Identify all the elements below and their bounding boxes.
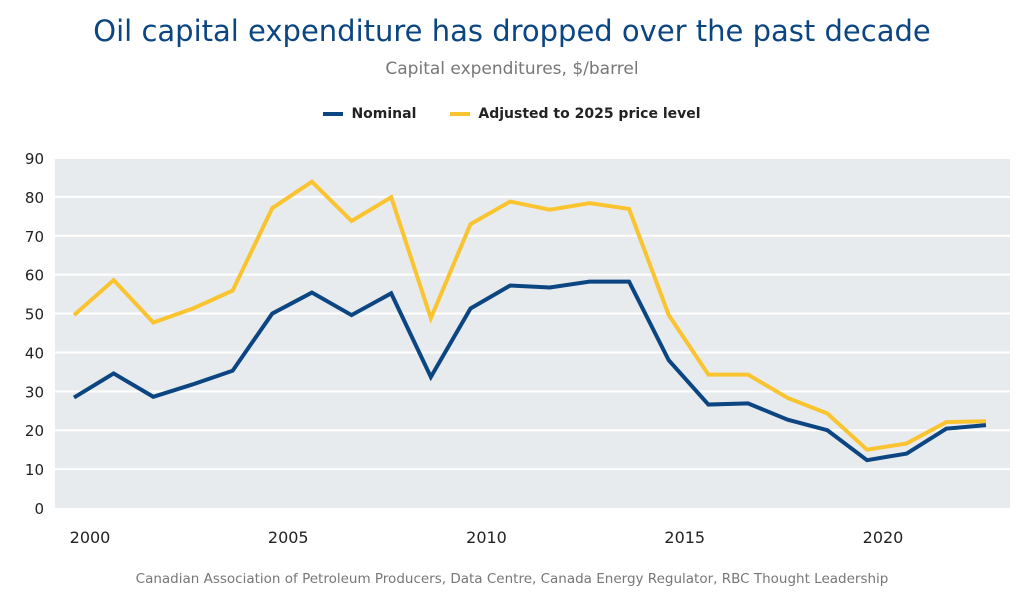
x-tick-label: 2005: [268, 528, 309, 547]
legend-swatch-nominal: [323, 112, 344, 116]
source-note: Canadian Association of Petroleum Produc…: [135, 571, 889, 587]
legend-swatch-adjusted: [450, 112, 471, 116]
plot-area: [55, 158, 1010, 508]
y-tick-label: 80: [25, 189, 44, 207]
y-tick-label: 90: [25, 150, 44, 168]
series-line-adjusted: [72, 179, 986, 452]
legend-item-nominal: Nominal: [323, 106, 416, 122]
chart-title: Oil capital expenditure has dropped over…: [93, 14, 931, 48]
legend: Nominal Adjusted to 2025 price level: [0, 106, 1024, 122]
y-tick-label: 50: [25, 306, 44, 324]
y-tick-label: 30: [25, 383, 44, 401]
legend-label-adjusted: Adjusted to 2025 price level: [478, 106, 701, 122]
legend-label-nominal: Nominal: [351, 106, 417, 122]
y-tick-label: 10: [25, 461, 44, 479]
x-tick-label: 2020: [863, 528, 904, 547]
series-line-nominal: [72, 279, 987, 463]
y-tick-label: 0: [34, 500, 44, 518]
x-tick-label: 2010: [466, 528, 507, 547]
y-tick-label: 20: [25, 422, 44, 440]
x-tick-label: 2000: [70, 528, 111, 547]
chart-subtitle: Capital expenditures, $/barrel: [385, 59, 639, 79]
x-tick-label: 2015: [664, 528, 705, 547]
y-tick-label: 70: [25, 228, 44, 246]
y-tick-label: 40: [25, 344, 44, 362]
legend-item-adjusted: Adjusted to 2025 price level: [450, 106, 701, 122]
y-tick-label: 60: [25, 267, 44, 285]
